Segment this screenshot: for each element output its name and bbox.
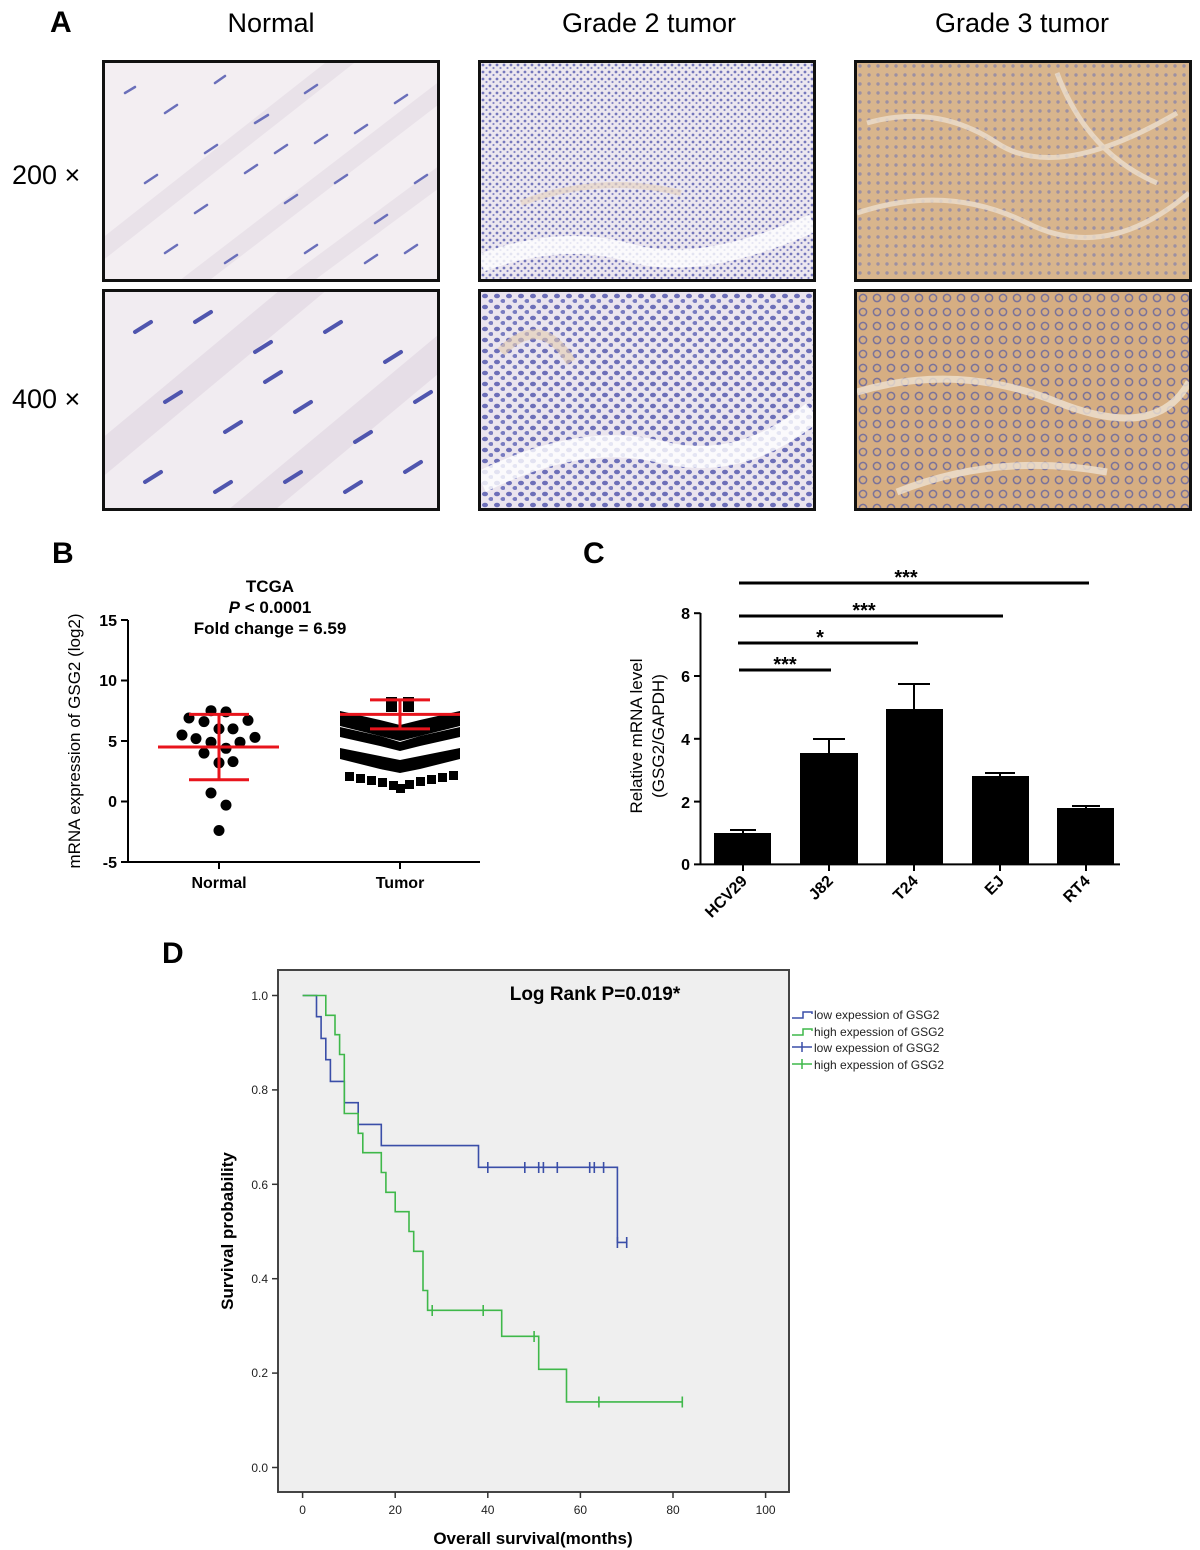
svg-text:0.8: 0.8 bbox=[251, 1083, 268, 1097]
svg-text:80: 80 bbox=[666, 1503, 680, 1517]
bar-rt4 bbox=[1057, 808, 1114, 865]
chart-d-kaplan-meier: Log Rank P=0.019* 1.0 0.8 0.6 0.4 0.2 0.… bbox=[218, 969, 944, 1548]
micrograph-grade3-200x bbox=[854, 60, 1192, 282]
micrograph-normal-200x bbox=[102, 60, 440, 282]
tissue-texture bbox=[857, 63, 1189, 279]
bar-ej bbox=[972, 776, 1029, 865]
svg-text:0.2: 0.2 bbox=[251, 1366, 268, 1380]
tissue-texture bbox=[105, 63, 437, 279]
svg-text:40: 40 bbox=[481, 1503, 495, 1517]
svg-text:***: *** bbox=[773, 654, 797, 676]
chart-b-title: TCGA bbox=[246, 577, 294, 596]
svg-text:low expession of GSG2: low expession of GSG2 bbox=[814, 1008, 940, 1022]
panel-a-letter: A bbox=[50, 6, 72, 39]
chart-b-pvalue: P < 0.0001 bbox=[229, 598, 312, 617]
svg-text:60: 60 bbox=[574, 1503, 588, 1517]
chart-d-ticks bbox=[272, 994, 767, 1498]
chart-b-y-tick-labels: 15 10 5 0 -5 bbox=[99, 613, 117, 872]
svg-text:15: 15 bbox=[99, 613, 117, 630]
chart-b-pvalue-rest: < 0.0001 bbox=[240, 598, 311, 617]
chart-b-x-label-normal: Normal bbox=[191, 875, 246, 892]
column-title-grade3: Grade 3 tumor bbox=[934, 8, 1110, 38]
chart-c-significance-labels: *** *** * *** bbox=[773, 567, 918, 676]
svg-text:6: 6 bbox=[681, 669, 690, 686]
chart-b-scatter: TCGA P < 0.0001 Fold change = 6.59 15 10… bbox=[65, 577, 480, 892]
bar-hcv29 bbox=[714, 833, 771, 865]
legend-item-low-line: low expession of GSG2 bbox=[792, 1008, 940, 1022]
chart-d-legend: low expession of GSG2 high expession of … bbox=[792, 1008, 944, 1072]
svg-text:-5: -5 bbox=[103, 855, 117, 872]
legend-item-low-censored: low expession of GSG2 bbox=[792, 1041, 940, 1055]
micrograph-grade2-400x bbox=[478, 289, 816, 511]
chart-c-y-label-line2: (GSG2/GAPDH) bbox=[649, 674, 668, 798]
chart-c-x-tick-labels: HCV29 J82 T24 EJ RT4 bbox=[702, 873, 1094, 922]
chart-b-fold-change: Fold change = 6.59 bbox=[194, 619, 347, 638]
chart-d-x-label: Overall survival(months) bbox=[433, 1529, 632, 1548]
chart-d-y-label: Survival probability bbox=[218, 1152, 237, 1310]
svg-text:10: 10 bbox=[99, 673, 117, 690]
svg-text:EJ: EJ bbox=[982, 873, 1008, 899]
chart-b-x-label-tumor: Tumor bbox=[376, 875, 425, 892]
panel-b-letter: B bbox=[52, 537, 74, 570]
svg-text:high expession of GSG2: high expession of GSG2 bbox=[814, 1058, 944, 1072]
svg-text:J82: J82 bbox=[806, 873, 837, 904]
svg-text:0.0: 0.0 bbox=[251, 1461, 268, 1475]
tissue-texture bbox=[105, 292, 437, 508]
svg-text:8: 8 bbox=[681, 606, 690, 623]
chart-d-title: Log Rank P=0.019* bbox=[510, 984, 681, 1005]
tissue-texture bbox=[857, 292, 1189, 508]
panel-c-letter: C bbox=[583, 537, 605, 570]
svg-text:HCV29: HCV29 bbox=[702, 873, 751, 922]
svg-text:0.6: 0.6 bbox=[251, 1178, 268, 1192]
chart-d-y-tick-labels: 1.0 0.8 0.6 0.4 0.2 0.0 bbox=[251, 989, 268, 1475]
chart-c-y-tick-labels: 8 6 4 2 0 bbox=[681, 606, 690, 874]
chart-d-x-tick-labels: 0 20 40 60 80 100 bbox=[299, 1503, 776, 1517]
svg-text:RT4: RT4 bbox=[1060, 873, 1093, 906]
row-label-200x: 200 × bbox=[12, 160, 81, 190]
chart-d-plot-area bbox=[277, 969, 790, 1493]
km-censor-marks-low bbox=[486, 1162, 628, 1248]
svg-text:0.4: 0.4 bbox=[251, 1272, 268, 1286]
column-title-normal: Normal bbox=[227, 8, 315, 38]
chart-c-error-bars bbox=[730, 683, 1100, 834]
micrograph-normal-400x bbox=[102, 289, 440, 511]
chart-c-y-label-line1: Relative mRNA level bbox=[627, 659, 646, 814]
chart-b-y-label: mRNA expression of GSG2 (log2) bbox=[65, 613, 84, 868]
chart-c-bar: 8 6 4 2 0 Relative mRNA level (GSG2/GAPD… bbox=[627, 567, 1120, 922]
km-censor-marks-high bbox=[431, 1305, 684, 1408]
svg-text:5: 5 bbox=[108, 734, 117, 751]
micrograph-grade2-200x bbox=[478, 60, 816, 282]
svg-text:T24: T24 bbox=[890, 873, 922, 905]
chart-c-ticks bbox=[694, 612, 1087, 871]
svg-text:1.0: 1.0 bbox=[251, 989, 268, 1003]
svg-text:high expession of GSG2: high expession of GSG2 bbox=[814, 1025, 944, 1039]
svg-text:2: 2 bbox=[681, 795, 690, 812]
svg-text:4: 4 bbox=[681, 732, 690, 749]
row-label-400x: 400 × bbox=[12, 384, 81, 414]
svg-text:100: 100 bbox=[756, 1503, 776, 1517]
tissue-texture bbox=[481, 63, 813, 279]
column-title-grade2: Grade 2 tumor bbox=[561, 8, 737, 38]
legend-item-high-line: high expession of GSG2 bbox=[792, 1025, 944, 1039]
svg-text:0: 0 bbox=[108, 794, 117, 811]
tissue-texture bbox=[481, 292, 813, 508]
svg-text:0: 0 bbox=[299, 1503, 306, 1517]
micrograph-grade3-400x bbox=[854, 289, 1192, 511]
svg-text:20: 20 bbox=[389, 1503, 403, 1517]
bar-t24 bbox=[886, 709, 943, 865]
svg-text:low expession of GSG2: low expession of GSG2 bbox=[814, 1041, 940, 1055]
svg-text:*: * bbox=[816, 627, 824, 649]
svg-text:***: *** bbox=[852, 600, 876, 622]
chart-c-significance-lines bbox=[738, 581, 1089, 672]
legend-item-high-censored: high expession of GSG2 bbox=[792, 1058, 944, 1072]
chart-c-bars bbox=[714, 709, 1114, 865]
panel-d-letter: D bbox=[162, 937, 184, 970]
svg-text:0: 0 bbox=[681, 857, 690, 874]
chart-b-y-ticks bbox=[121, 619, 401, 869]
svg-text:***: *** bbox=[894, 567, 918, 589]
chart-b-error-bars bbox=[158, 698, 460, 782]
km-curve-high-expression bbox=[302, 994, 683, 1403]
bar-j82 bbox=[800, 753, 858, 865]
